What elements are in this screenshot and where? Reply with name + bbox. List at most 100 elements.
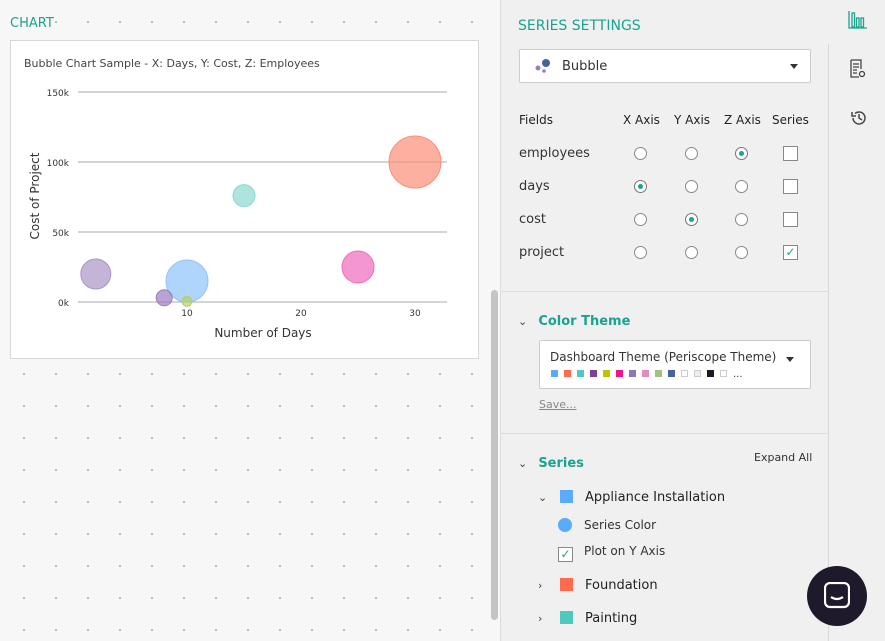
color-swatches: ... [551, 370, 743, 380]
series-checkbox[interactable] [783, 179, 798, 194]
chevron-down-icon: ⌄ [538, 491, 548, 504]
field-name: employees [519, 146, 590, 161]
bubble-point[interactable] [232, 184, 256, 208]
column-header: X Axis [623, 113, 660, 127]
series-color-label: Series Color [584, 518, 657, 532]
y-tick-label: 100k [47, 159, 70, 169]
x-axis-radio[interactable] [634, 213, 647, 226]
color-swatch [707, 370, 714, 377]
series-item[interactable]: › Foundation [538, 574, 658, 593]
color-swatch [694, 370, 701, 377]
divider [501, 433, 829, 434]
chart-section-label: CHART [10, 16, 54, 31]
x-tick-label: 30 [409, 309, 421, 319]
series-checkbox[interactable]: ✓ [783, 245, 798, 260]
y-axis-radio[interactable] [685, 147, 698, 160]
x-axis-radio[interactable] [634, 246, 647, 259]
color-theme-value: Dashboard Theme (Periscope Theme) [550, 350, 777, 364]
color-theme-title: Color Theme [538, 314, 631, 329]
bubble-icon [535, 59, 550, 73]
chevron-right-icon: › [538, 612, 543, 625]
expand-all-button[interactable]: Expand All [754, 451, 813, 464]
series-checkbox[interactable] [783, 212, 798, 227]
chevron-right-icon: › [538, 579, 543, 592]
z-axis-radio[interactable] [735, 147, 748, 160]
y-axis-radio[interactable] [685, 213, 698, 226]
scrollbar[interactable] [491, 290, 498, 620]
color-swatch [629, 370, 636, 377]
caret-down-icon [786, 357, 794, 362]
color-swatch [616, 370, 623, 377]
plot-y-label: Plot on Y Axis [584, 544, 666, 558]
column-header: Series [772, 113, 809, 127]
color-swatch [590, 370, 597, 377]
settings-document-icon[interactable] [849, 59, 867, 79]
bubble-point[interactable] [155, 289, 173, 307]
y-axis-label: Cost of Project [28, 152, 42, 239]
series-color-swatch [560, 490, 573, 503]
plot-on-y-axis-option[interactable]: ✓ Plot on Y Axis [558, 540, 665, 562]
series-name: Appliance Installation [585, 490, 726, 505]
save-theme-link[interactable]: Save... [539, 398, 577, 411]
bubble-chart: Bubble Chart Sample - X: Days, Y: Cost, … [24, 57, 447, 340]
chevron-down-icon: ⌄ [518, 457, 528, 470]
z-axis-radio[interactable] [735, 246, 748, 259]
series-item[interactable]: › Painting [538, 607, 637, 626]
caret-down-icon [790, 64, 798, 69]
series-toggle[interactable]: ⌄ Series [518, 452, 584, 471]
series-title: Series [538, 456, 584, 471]
x-tick-label: 10 [181, 309, 193, 319]
x-axis-label: Number of Days [214, 326, 311, 340]
bar-chart-icon[interactable] [848, 10, 868, 30]
color-theme-select[interactable]: Dashboard Theme (Periscope Theme) ... [539, 340, 811, 389]
divider [501, 291, 829, 292]
bubble-point[interactable] [388, 135, 442, 189]
chart-title: Bubble Chart Sample - X: Days, Y: Cost, … [24, 57, 320, 70]
y-tick-label: 50k [52, 229, 69, 239]
color-swatch [603, 370, 610, 377]
bubble-point[interactable] [341, 250, 375, 284]
y-axis-radio[interactable] [685, 180, 698, 193]
right-rail [828, 0, 885, 641]
series-checkbox[interactable] [783, 146, 798, 161]
chat-launcher-button[interactable] [807, 566, 867, 626]
panel-title: SERIES SETTINGS [518, 18, 641, 34]
plot-y-checkbox[interactable]: ✓ [558, 547, 573, 562]
x-axis-radio[interactable] [634, 180, 647, 193]
x-axis-radio[interactable] [634, 147, 647, 160]
series-item[interactable]: ⌄ Appliance Installation [538, 486, 725, 505]
series-settings-panel: SERIES SETTINGS Bubble Fields X Axis Y Axi… [500, 0, 829, 641]
column-header: Fields [519, 113, 553, 127]
color-theme-toggle[interactable]: ⌄ Color Theme [518, 310, 630, 329]
color-swatch [655, 370, 662, 377]
z-axis-radio[interactable] [735, 180, 748, 193]
y-tick-label: 0k [58, 299, 70, 309]
y-tick-label: 150k [47, 89, 70, 99]
bubble-point[interactable] [181, 295, 193, 307]
chevron-down-icon: ⌄ [518, 315, 528, 328]
field-name: cost [519, 212, 546, 227]
series-color-dot [558, 518, 572, 532]
chart-type-value: Bubble [562, 59, 608, 74]
y-axis-radio[interactable] [685, 246, 698, 259]
bubble-point[interactable] [80, 258, 112, 290]
field-name: project [519, 245, 565, 260]
chart-card[interactable]: Bubble Chart Sample - X: Days, Y: Cost, … [10, 40, 479, 359]
color-swatch [681, 370, 688, 377]
color-swatch [668, 370, 675, 377]
series-name: Painting [585, 611, 638, 626]
series-color-option[interactable]: Series Color [558, 514, 656, 533]
chart-type-select[interactable]: Bubble [519, 49, 811, 83]
color-swatch [577, 370, 584, 377]
column-header: Y Axis [674, 113, 711, 127]
series-color-swatch [560, 611, 573, 624]
color-swatch [564, 370, 571, 377]
z-axis-radio[interactable] [735, 213, 748, 226]
column-header: Z Axis [724, 113, 761, 127]
color-swatch [642, 370, 649, 377]
history-icon[interactable] [850, 109, 868, 127]
color-swatch [551, 370, 558, 377]
series-color-swatch [560, 578, 573, 591]
color-swatch [720, 370, 727, 377]
rail-divider [828, 44, 829, 641]
